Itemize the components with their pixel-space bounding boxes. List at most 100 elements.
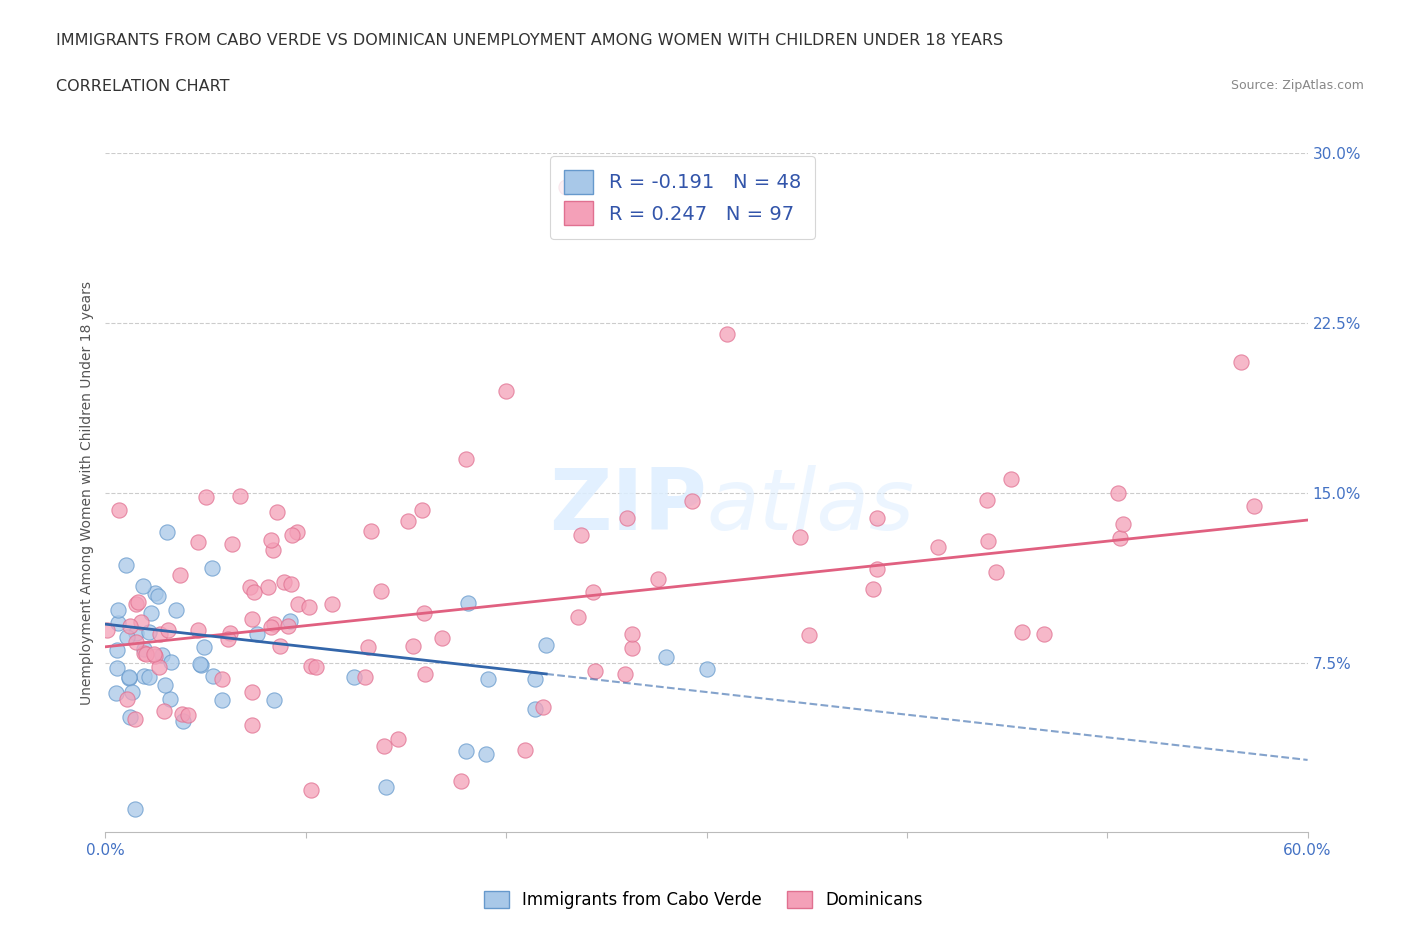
Point (201, 561, 224, 576)
Point (153, 704, 176, 719)
Legend: Immigrants from Cabo Verde, Dominicans: Immigrants from Cabo Verde, Dominicans (475, 883, 931, 917)
Point (134, 669, 156, 684)
Point (148, 589, 170, 604)
Point (411, 502, 433, 517)
Point (118, 670, 141, 684)
Point (370, 584, 392, 599)
Point (299, 659, 322, 674)
Point (523, 671, 546, 686)
Point (260, 619, 283, 634)
Point (621, 627, 644, 642)
Point (582, 585, 605, 600)
Point (357, 640, 380, 655)
Point (450, 773, 472, 788)
Point (117, 691, 139, 706)
Point (1108, 530, 1130, 545)
Point (1107, 485, 1129, 500)
Point (153, 678, 176, 693)
Point (789, 530, 811, 545)
Point (555, 180, 578, 195)
Point (240, 685, 263, 700)
Point (614, 667, 637, 682)
Point (534, 638, 557, 653)
Point (984, 565, 1007, 579)
Point (1032, 626, 1054, 641)
Point (374, 779, 398, 794)
Point (108, 502, 131, 517)
Point (246, 626, 269, 641)
Point (134, 645, 156, 660)
Point (177, 708, 200, 723)
Point (127, 594, 149, 609)
Point (201, 669, 224, 684)
Point (681, 494, 703, 509)
Point (457, 595, 479, 610)
Point (156, 622, 179, 637)
Point (454, 743, 477, 758)
Point (477, 671, 499, 686)
Point (287, 597, 309, 612)
Point (169, 567, 191, 582)
Point (281, 527, 304, 542)
Point (716, 327, 738, 342)
Point (229, 488, 252, 503)
Point (149, 627, 172, 642)
Point (430, 631, 453, 645)
Point (862, 581, 884, 596)
Point (263, 692, 285, 707)
Point (134, 642, 156, 657)
Point (242, 585, 264, 600)
Point (1011, 624, 1033, 639)
Point (495, 384, 517, 399)
Point (373, 738, 395, 753)
Point (257, 579, 280, 594)
Point (115, 630, 138, 644)
Point (125, 634, 148, 649)
Point (211, 671, 233, 686)
Text: CORRELATION CHART: CORRELATION CHART (56, 79, 229, 94)
Point (143, 586, 166, 601)
Text: ZIP: ZIP (548, 465, 707, 548)
Point (132, 579, 155, 594)
Point (125, 597, 148, 612)
Point (1243, 498, 1265, 513)
Point (280, 577, 302, 591)
Point (120, 710, 142, 724)
Text: IMMIGRANTS FROM CABO VERDE VS DOMINICAN UNEMPLOYMENT AMONG WOMEN WITH CHILDREN U: IMMIGRANTS FROM CABO VERDE VS DOMINICAN … (56, 33, 1004, 47)
Point (647, 571, 669, 586)
Point (96, 622, 118, 637)
Point (277, 618, 299, 633)
Point (567, 609, 589, 624)
Point (211, 693, 233, 708)
Point (124, 802, 146, 817)
Point (262, 542, 284, 557)
Point (218, 625, 240, 640)
Point (135, 647, 157, 662)
Point (298, 600, 321, 615)
Point (138, 670, 160, 684)
Point (343, 670, 366, 684)
Point (474, 747, 496, 762)
Point (354, 669, 377, 684)
Point (531, 700, 554, 715)
Point (124, 711, 146, 726)
Point (190, 658, 212, 672)
Point (187, 534, 209, 549)
Point (221, 537, 243, 551)
Point (616, 511, 638, 525)
Point (413, 667, 436, 682)
Point (118, 671, 141, 685)
Point (138, 625, 160, 640)
Point (266, 504, 288, 519)
Point (156, 525, 179, 539)
Point (263, 617, 285, 631)
Point (396, 513, 419, 528)
Point (797, 627, 820, 642)
Point (172, 707, 194, 722)
Point (927, 540, 949, 555)
Point (977, 534, 1000, 549)
Point (280, 614, 302, 629)
Point (402, 639, 425, 654)
Point (866, 562, 889, 577)
Point (165, 603, 187, 618)
